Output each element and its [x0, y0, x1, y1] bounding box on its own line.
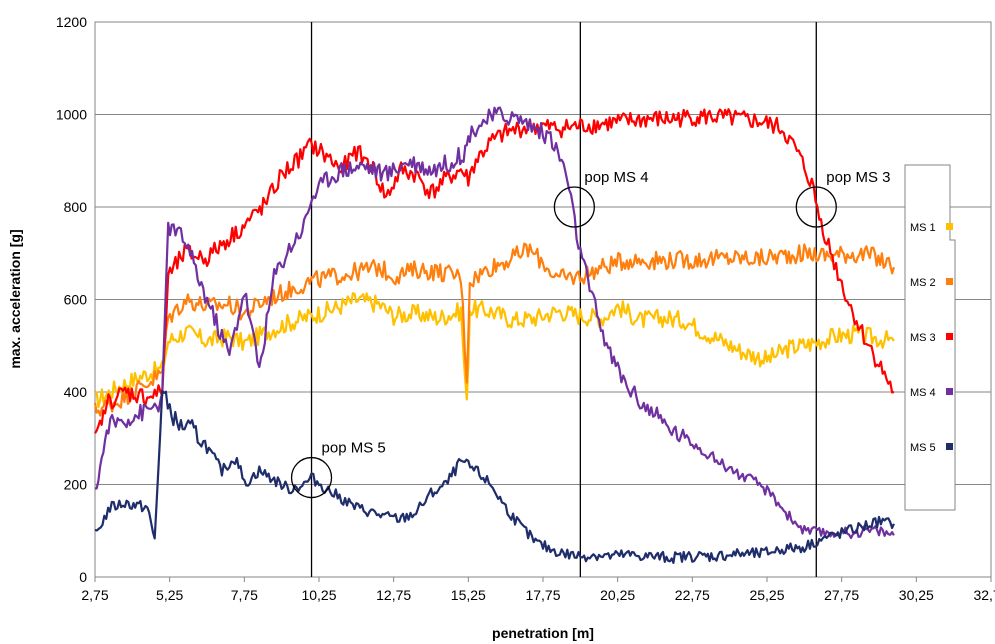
legend-label: MS 5 [910, 442, 936, 454]
annotation-label: pop MS 3 [826, 169, 890, 186]
x-tick-label: 7,75 [231, 587, 258, 603]
legend-swatch [946, 333, 953, 340]
annotation-circle [290, 456, 333, 499]
x-tick-label: 22,75 [675, 587, 710, 603]
x-tick-label: 30,25 [899, 587, 934, 603]
annotation-label: pop MS 5 [322, 440, 386, 457]
y-tick-label: 1200 [56, 14, 87, 30]
legend-box [904, 164, 956, 511]
x-tick-label: 20,25 [600, 587, 635, 603]
annotation-circle [553, 186, 596, 228]
legend-label: MS 4 [910, 387, 936, 399]
x-tick-labels: 2,75 5,25 7,75 10,25 12,75 15,25 17,75 20,25 22,… [81, 577, 995, 603]
y-tick-label: 800 [64, 199, 88, 215]
y-tick-label: 1000 [56, 107, 87, 123]
series-lines [93, 106, 895, 564]
legend-label: MS 3 [910, 332, 936, 344]
series-line [94, 106, 895, 540]
legend-swatch [946, 223, 953, 230]
legend-swatch [946, 278, 953, 285]
x-tick-label: 10,25 [301, 587, 336, 603]
series-line [94, 292, 895, 409]
annotations: pop MS 5 pop MS 4 pop MS 3 [290, 169, 890, 499]
series-line [93, 242, 895, 417]
x-tick-label: 12,75 [376, 587, 411, 603]
x-tick-label: 27,75 [824, 587, 859, 603]
x-tick-label: 15,25 [451, 587, 486, 603]
legend-swatch [946, 388, 953, 395]
y-tick-labels: 0 200 400 600 800 1000 1200 [56, 14, 87, 585]
legend-label: MS 2 [910, 277, 936, 289]
y-tick-label: 0 [79, 569, 87, 585]
vertical-markers [310, 22, 817, 577]
x-tick-label: 2,75 [81, 587, 108, 603]
y-tick-label: 600 [64, 292, 88, 308]
legend: MS 1 MS 2 MS 3 MS 4 MS 5 [904, 164, 956, 511]
y-tick-label: 200 [64, 477, 88, 493]
x-tick-label: 17,75 [525, 587, 560, 603]
x-tick-label: 32,75 [973, 587, 995, 603]
series-line [94, 108, 895, 434]
x-axis-title: penetration [m] [492, 625, 594, 641]
x-tick-label: 5,25 [156, 587, 183, 603]
x-tick-label: 25,25 [749, 587, 784, 603]
y-tick-label: 400 [64, 384, 88, 400]
annotation-circle [795, 186, 837, 228]
series-line [94, 389, 895, 564]
y-axis-title: max. acceleration [g] [7, 229, 23, 368]
annotation-label: pop MS 4 [584, 169, 648, 186]
legend-label: MS 1 [910, 222, 936, 234]
legend-swatch [946, 443, 953, 450]
